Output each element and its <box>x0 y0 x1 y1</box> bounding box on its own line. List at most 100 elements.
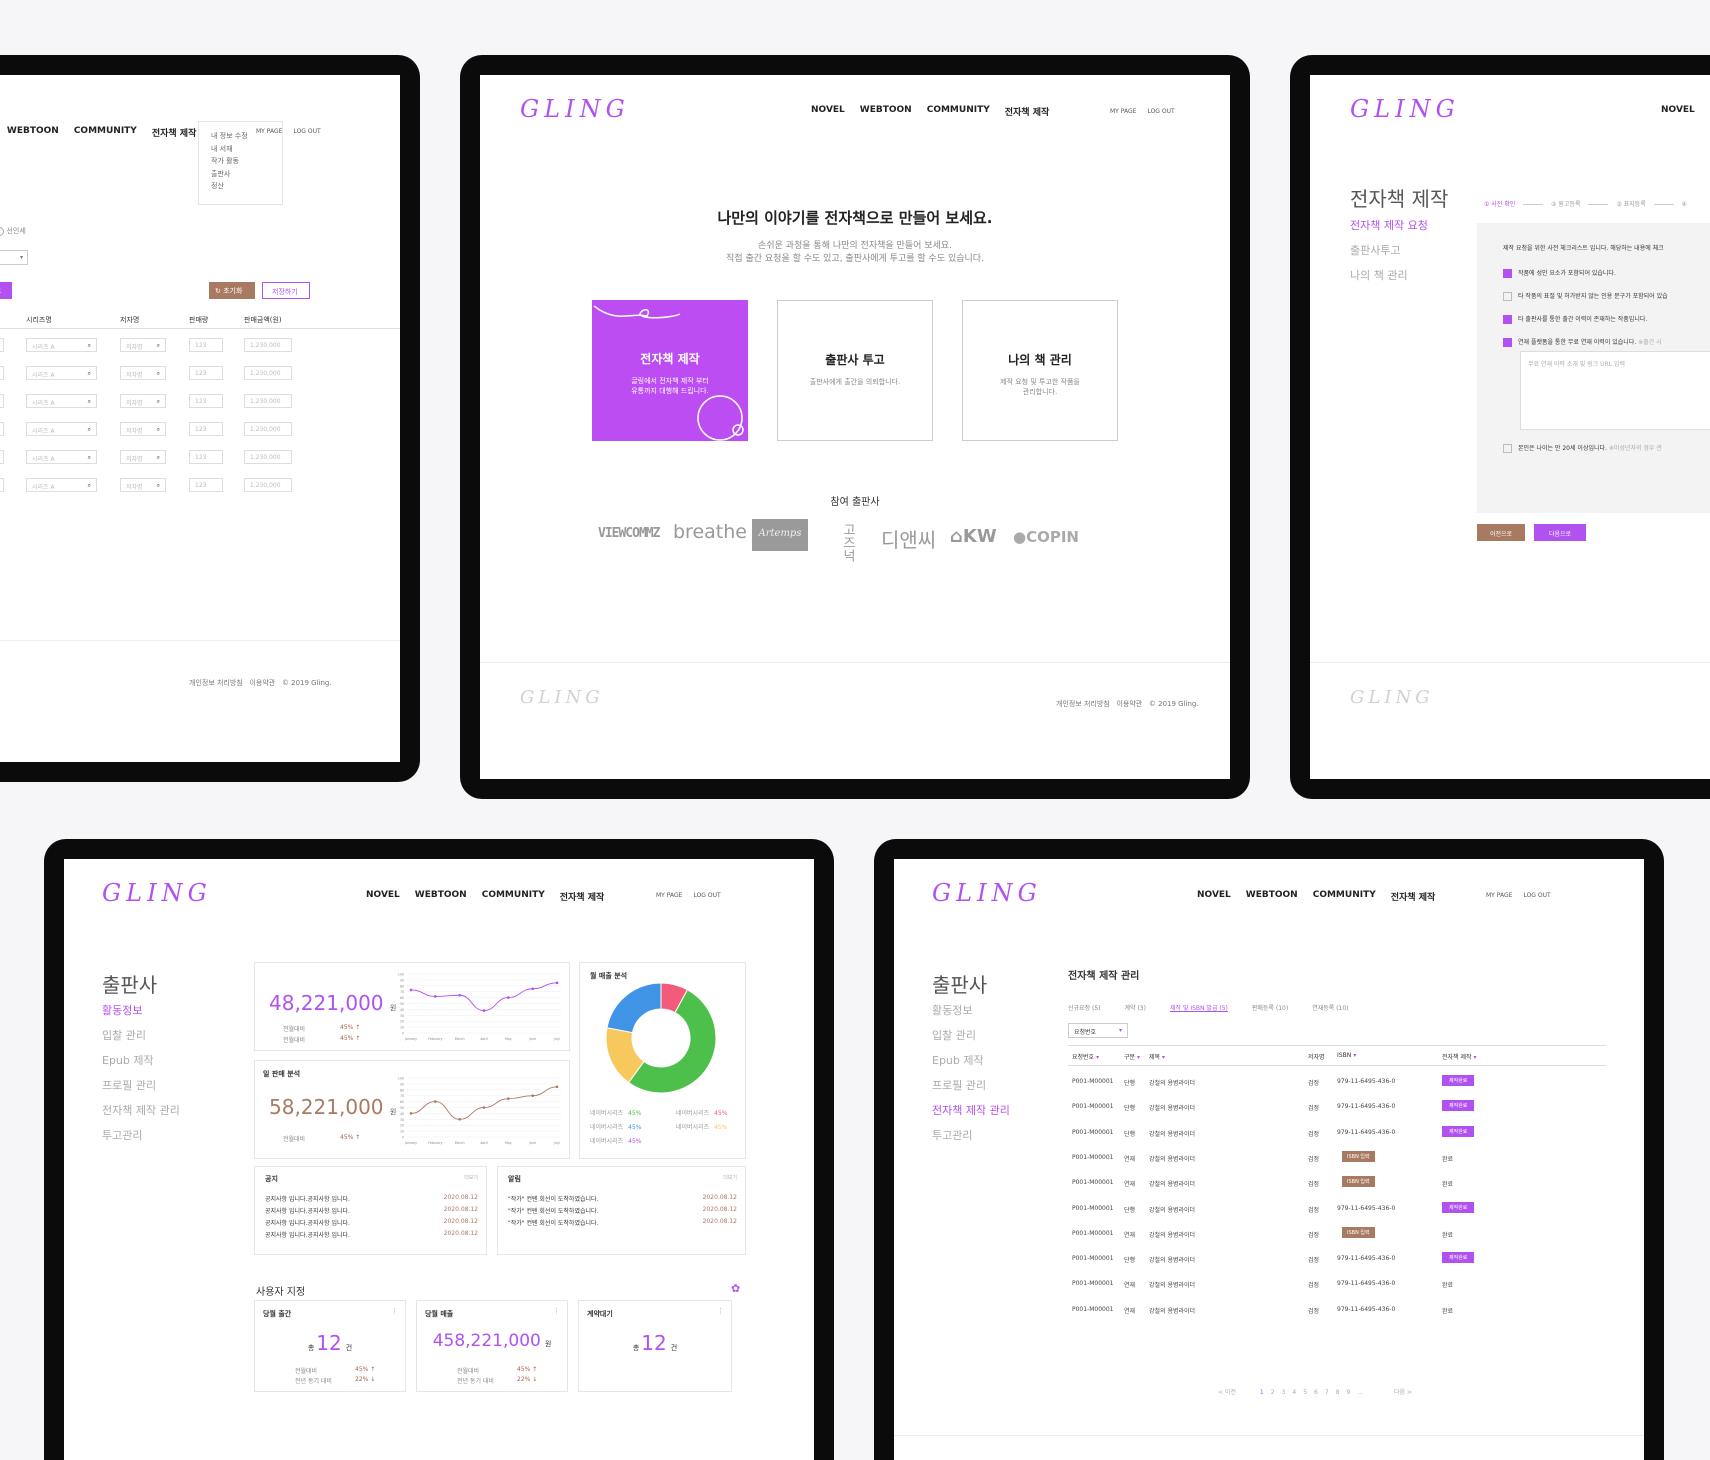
notice-item[interactable]: 공지사항 입니다.공지사항 입니다. <box>265 1232 350 1239</box>
kebab-icon[interactable]: ⋮ <box>717 1307 724 1315</box>
row-input[interactable] <box>0 450 4 464</box>
filter-select[interactable]: 요청번호 ▾ <box>1068 1023 1128 1038</box>
author-input[interactable]: 저자명 ⌕ <box>120 366 166 380</box>
privacy-link[interactable]: 개인정보 처리방침 <box>1056 700 1110 708</box>
nav-novel[interactable]: NOVEL <box>811 105 845 115</box>
qty-input[interactable]: 123 <box>189 366 223 380</box>
page-number[interactable]: 1 <box>1259 1389 1264 1396</box>
dropdown-item[interactable]: 작가 활동 <box>211 157 239 165</box>
alert-item[interactable]: "작가" 컨텐 회선이 도착하였습니다. <box>508 1220 599 1227</box>
checklist-item[interactable]: 연재 플랫폼을 통한 무료 연재 이력이 있습니다. ※출간 시 <box>1503 337 1662 347</box>
series-input[interactable]: 시리즈 A ⌕ <box>26 422 97 436</box>
isbn-input-button[interactable]: ISBN 입력 <box>1342 1176 1375 1188</box>
more-link[interactable]: 더보기 <box>723 1175 737 1181</box>
row-input[interactable] <box>0 338 4 352</box>
page-number[interactable]: 3 <box>1281 1389 1286 1396</box>
side-item-activity[interactable]: 활동정보 <box>932 1004 973 1017</box>
card-ebook-create[interactable]: 전자책 제작 글링에서 전자책 제작 부터 유통까지 대행해 드립니다. <box>592 300 748 441</box>
reset-button[interactable]: ↻ 초기화 <box>209 282 255 299</box>
search-icon[interactable]: ⌕ <box>87 426 91 433</box>
series-input[interactable]: 시리즈 A ⌕ <box>26 338 97 352</box>
terms-link[interactable]: 이용약관 <box>249 679 276 687</box>
next-button[interactable]: 다음으로 <box>1534 524 1586 541</box>
search-icon[interactable]: ⌕ <box>156 426 160 433</box>
notice-item[interactable]: 공지사항 입니다.공지사항 입니다. <box>265 1220 350 1227</box>
nav-community[interactable]: COMMUNITY <box>73 126 137 136</box>
logout-link[interactable]: LOG OUT <box>1523 892 1551 899</box>
row-input[interactable] <box>0 478 4 492</box>
mypage-link[interactable]: MY PAGE <box>256 128 283 135</box>
status-button[interactable]: 제작완료 <box>1442 1201 1475 1213</box>
column-header[interactable]: 제목 ▾ <box>1149 1054 1166 1061</box>
isbn-input-button[interactable]: ISBN 입력 <box>1342 1150 1375 1162</box>
column-header[interactable]: 저자명 <box>1308 1054 1325 1061</box>
notice-item[interactable]: 공지사항 입니다.공지사항 입니다. <box>265 1208 350 1215</box>
search-icon[interactable]: ⌕ <box>156 454 160 461</box>
tab-serial[interactable]: 연재등록 (10) <box>1312 1005 1349 1012</box>
mypage-link[interactable]: MY PAGE <box>656 892 683 899</box>
series-input[interactable]: 시리즈 A ⌕ <box>26 450 97 464</box>
isbn-input-button[interactable]: ISBN 입력 <box>1342 1226 1375 1238</box>
search-icon[interactable]: ⌕ <box>87 370 91 377</box>
side-item-ebook-manage[interactable]: 전자책 제작 관리 <box>102 1104 180 1117</box>
series-input[interactable]: 시리즈 A ⌕ <box>26 394 97 408</box>
page-number[interactable]: 9 <box>1346 1389 1351 1396</box>
side-item-bidding[interactable]: 입찰 관리 <box>102 1029 146 1042</box>
privacy-link[interactable]: 개인정보 처리방침 <box>189 679 243 687</box>
checklist-item[interactable]: 타 출판사를 통한 출간 이력이 존재하는 작품입니다. <box>1503 314 1647 324</box>
dropdown-item[interactable]: 정산 <box>211 182 224 190</box>
nav-community[interactable]: COMMUNITY <box>481 890 545 900</box>
side-item-epub[interactable]: Epub 제작 <box>102 1054 154 1067</box>
status-button[interactable]: 제작완료 <box>1442 1075 1475 1086</box>
qty-input[interactable]: 123 <box>189 478 223 492</box>
period-select[interactable]: 일▾ <box>0 250 28 265</box>
row-input[interactable] <box>0 394 4 408</box>
author-input[interactable]: 저자명 ⌕ <box>120 422 166 436</box>
status-button[interactable]: 제작완료 <box>1442 1252 1475 1264</box>
page-number[interactable]: ... <box>1357 1389 1364 1396</box>
dropdown-item[interactable]: 출판사 <box>211 169 231 178</box>
nav-ebook[interactable]: 전자책 제작 <box>1390 893 1436 903</box>
page-number[interactable]: 7 <box>1324 1389 1329 1396</box>
column-header[interactable]: 구분 ▾ <box>1124 1054 1141 1061</box>
nav-novel[interactable]: NOVEL <box>366 890 400 900</box>
checkbox-checked[interactable] <box>1503 315 1512 324</box>
upload-button[interactable]: 업로드 <box>0 282 12 299</box>
search-icon[interactable]: ⌕ <box>156 342 160 349</box>
amount-input[interactable]: 1,230,000 <box>244 366 292 380</box>
mypage-link[interactable]: MY PAGE <box>1486 892 1513 899</box>
checkbox[interactable] <box>1503 444 1512 453</box>
checkbox[interactable] <box>1503 292 1512 301</box>
tab-contract[interactable]: 계약 (3) <box>1124 1005 1146 1012</box>
series-input[interactable]: 시리즈 A ⌕ <box>26 478 97 492</box>
row-input[interactable] <box>0 422 4 436</box>
kebab-icon[interactable]: ⋮ <box>553 1307 560 1315</box>
side-item-submission[interactable]: 투고관리 <box>102 1129 143 1142</box>
nav-webtoon[interactable]: WEBTOON <box>859 105 912 115</box>
page-number[interactable]: 5 <box>1303 1389 1308 1396</box>
checklist-item[interactable]: 타 작품의 표절 및 허가받지 않는 인용 문구가 포함되어 있습 <box>1503 291 1668 301</box>
dropdown-item[interactable]: 내 정보 수정 <box>211 132 248 140</box>
page-number[interactable]: 4 <box>1292 1389 1297 1396</box>
amount-input[interactable]: 1,230,000 <box>244 394 292 408</box>
gling-logo[interactable]: GLING <box>520 95 630 123</box>
author-input[interactable]: 저자명 ⌕ <box>120 338 166 352</box>
status-button[interactable]: 제작완료 <box>1442 1100 1475 1112</box>
side-item-profile[interactable]: 프로필 관리 <box>932 1079 987 1092</box>
search-icon[interactable]: ⌕ <box>87 482 91 489</box>
gear-icon[interactable]: ✿ <box>731 1282 741 1295</box>
search-icon[interactable]: ⌕ <box>87 342 91 349</box>
amount-input[interactable]: 1,230,000 <box>244 338 292 352</box>
nav-community[interactable]: COMMUNITY <box>926 105 990 115</box>
prev-button[interactable]: 이전으로 <box>1477 524 1525 541</box>
pager-prev[interactable]: < 이전 <box>1218 1389 1236 1396</box>
side-item-profile[interactable]: 프로필 관리 <box>102 1079 157 1092</box>
card-publisher-submit[interactable]: 출판사 투고 출판사에게 출간을 의뢰합니다. <box>777 300 933 441</box>
nav-novel[interactable]: NOVEL <box>1661 105 1695 115</box>
nav-webtoon[interactable]: WEBTOON <box>414 890 467 900</box>
logout-link[interactable]: LOG OUT <box>293 128 321 135</box>
side-item-submission[interactable]: 투고관리 <box>932 1129 973 1142</box>
search-icon[interactable]: ⌕ <box>87 454 91 461</box>
mypage-link[interactable]: MY PAGE <box>1110 108 1137 115</box>
qty-input[interactable]: 123 <box>189 394 223 408</box>
